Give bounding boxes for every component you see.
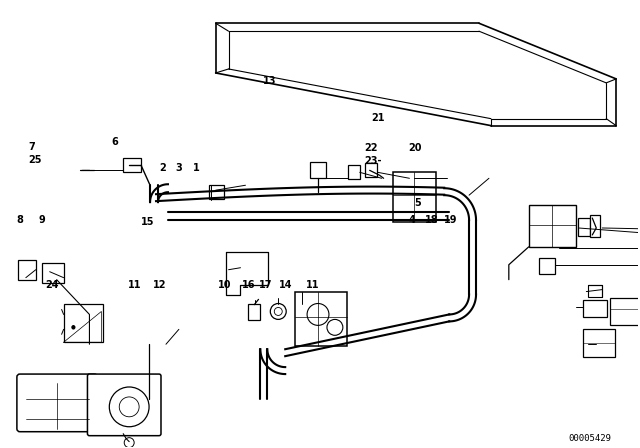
Bar: [539, 258, 554, 274]
Text: 4: 4: [409, 215, 416, 224]
Bar: [610, 297, 640, 325]
Bar: [590, 215, 600, 237]
Bar: [583, 329, 615, 357]
Bar: [348, 165, 360, 179]
Bar: [42, 263, 63, 283]
Bar: [18, 260, 36, 280]
Bar: [365, 164, 377, 177]
FancyBboxPatch shape: [88, 374, 161, 435]
Bar: [63, 305, 103, 342]
Text: 14: 14: [278, 280, 292, 290]
Text: 9: 9: [39, 215, 45, 224]
Text: 11: 11: [128, 280, 141, 290]
Text: 20: 20: [408, 143, 421, 153]
Text: 12: 12: [153, 280, 166, 290]
Bar: [392, 172, 436, 222]
Text: 21: 21: [371, 113, 385, 123]
Text: 13: 13: [263, 76, 276, 86]
Text: ●: ●: [71, 325, 76, 330]
Bar: [209, 185, 223, 199]
Text: 19: 19: [444, 215, 458, 224]
Bar: [248, 305, 260, 320]
Text: 18: 18: [425, 215, 438, 224]
Text: 15: 15: [141, 217, 154, 227]
Text: 24: 24: [45, 280, 59, 290]
Text: 6: 6: [111, 137, 118, 147]
Text: 25: 25: [29, 155, 42, 165]
Text: 5: 5: [414, 198, 421, 207]
Text: 2: 2: [160, 164, 166, 173]
Bar: [588, 284, 602, 297]
Text: 00005429: 00005429: [568, 434, 611, 443]
Text: 10: 10: [218, 280, 232, 290]
Bar: [529, 205, 577, 247]
Text: 11: 11: [306, 280, 319, 290]
Text: 3: 3: [175, 164, 182, 173]
Text: 7: 7: [29, 142, 35, 152]
Text: 1: 1: [193, 164, 200, 173]
Bar: [579, 218, 590, 236]
Bar: [310, 162, 326, 178]
Text: 8: 8: [16, 215, 23, 224]
Text: 17: 17: [259, 280, 273, 290]
Text: 16: 16: [243, 280, 256, 290]
Bar: [295, 292, 347, 346]
FancyBboxPatch shape: [17, 374, 97, 432]
Text: 23-: 23-: [365, 156, 382, 166]
Bar: [583, 300, 607, 318]
Bar: [124, 159, 141, 172]
Text: 22: 22: [365, 143, 378, 153]
